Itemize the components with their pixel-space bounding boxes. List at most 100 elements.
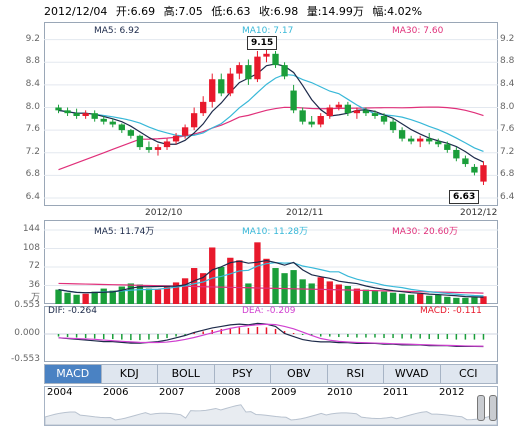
candle-body	[100, 118, 107, 122]
macd-y-tick: -0.553	[10, 354, 40, 364]
volume-bar	[272, 268, 279, 304]
candle-body	[272, 53, 279, 66]
volume-bar	[417, 293, 424, 304]
vol-ma10-label: MA10: 11.28万	[242, 227, 309, 237]
dif-label: DIF: -0.264	[48, 306, 97, 316]
candle-body	[353, 110, 361, 114]
x-tick-dec: 2012/12	[460, 208, 498, 218]
candle-body	[344, 104, 352, 114]
dea-label: DEA: -0.209	[242, 306, 296, 316]
volume-chart[interactable]	[44, 220, 498, 304]
vol-ma10-line	[58, 262, 484, 297]
volume-bar	[308, 283, 315, 304]
volume-bar	[389, 292, 397, 304]
quote-date: 2012/12/04	[44, 5, 108, 18]
tab-rsi[interactable]: RSI	[328, 365, 384, 383]
tab-wvad[interactable]: WVAD	[384, 365, 441, 383]
candle-body	[127, 130, 135, 136]
candle-body	[480, 165, 487, 182]
quote-info-bar: 2012/12/04 开:6.69 高:7.05 低:6.63 收:6.98 量…	[44, 3, 504, 19]
candle-body	[55, 107, 62, 111]
volume-bar	[398, 293, 406, 304]
volume-bar	[371, 290, 379, 304]
ma10-line	[58, 73, 484, 153]
navigator-right-handle[interactable]	[489, 395, 497, 421]
navigator-year-label: 2006	[103, 387, 129, 398]
indicator-tab-strip: MACD KDJ BOLL PSY OBV RSI WVAD CCI	[44, 364, 498, 384]
tab-cci[interactable]: CCI	[441, 365, 497, 383]
candle-body	[407, 138, 415, 142]
tab-kdj[interactable]: KDJ	[102, 365, 158, 383]
volume-bar	[100, 288, 107, 304]
quote-close: 收:6.98	[259, 5, 299, 18]
tab-macd[interactable]: MACD	[45, 365, 102, 383]
candle-body	[290, 90, 297, 111]
navigator-year-label: 2004	[47, 387, 73, 398]
volume-bar	[444, 296, 451, 304]
volume-bar	[380, 291, 388, 304]
price-panel[interactable]	[44, 22, 498, 206]
candle-body	[109, 121, 116, 125]
macd-label: MACD: -0.111	[420, 306, 482, 316]
price-y-tick-left: 8.8	[25, 56, 40, 67]
navigator-sparkline	[45, 404, 497, 425]
volume-panel[interactable]	[44, 220, 498, 304]
candle-body	[308, 121, 315, 125]
macd-chart[interactable]	[44, 306, 498, 362]
volume-bar	[136, 284, 144, 304]
price-y-tick-right: 8.0	[500, 101, 515, 112]
volume-bar	[82, 293, 89, 304]
volume-bar	[200, 273, 207, 304]
candle-body	[335, 104, 342, 108]
ma5-label: MA5: 6.92	[94, 26, 140, 36]
volume-bar	[154, 289, 162, 304]
candle-body	[91, 113, 98, 119]
candle-body	[190, 113, 198, 128]
navigator-year-label: 2007	[159, 387, 185, 398]
low-callout: 6.63	[449, 190, 480, 204]
candle-body	[398, 130, 406, 139]
time-navigator[interactable]: 2004 2006 2007 2008 2009 2010 2011 2012	[44, 386, 498, 426]
volume-bar	[127, 283, 135, 304]
price-y-tick-right: 8.8	[500, 56, 515, 67]
candle-body	[254, 56, 261, 80]
ma5-line	[58, 63, 484, 163]
volume-bar	[462, 297, 469, 304]
price-y-tick-left: 7.6	[25, 124, 40, 135]
price-chart[interactable]	[44, 22, 498, 206]
candle-body	[163, 141, 171, 148]
volume-bar	[227, 257, 234, 304]
candle-body	[263, 53, 270, 57]
dea-line	[58, 323, 484, 347]
volume-bar	[407, 294, 415, 304]
volume-bar	[317, 277, 324, 304]
volume-bar	[91, 291, 98, 304]
candle-body	[200, 101, 207, 114]
tab-boll[interactable]: BOLL	[158, 365, 215, 383]
tab-psy[interactable]: PSY	[215, 365, 271, 383]
candle-body	[227, 73, 234, 94]
price-y-tick-left: 6.4	[25, 192, 40, 202]
quote-volume: 量:14.99万	[306, 5, 364, 18]
candle-body	[281, 65, 288, 77]
ma10-label: MA10: 7.17	[242, 26, 294, 36]
candle-body	[136, 135, 144, 148]
navigator-left-handle[interactable]	[477, 395, 485, 421]
candle-body	[435, 141, 442, 145]
volume-bar	[236, 260, 243, 304]
volume-y-tick: 72	[28, 261, 40, 271]
volume-bar	[245, 283, 252, 304]
volume-y-tick: 108	[22, 242, 40, 253]
price-y-tick-left: 8.0	[25, 101, 40, 112]
volume-bar	[109, 290, 116, 304]
vol-ma30-label: MA30: 20.60万	[392, 227, 459, 237]
volume-y-tick: 144	[22, 224, 40, 234]
candle-body	[326, 107, 333, 116]
volume-bar	[64, 292, 71, 304]
price-y-tick-right: 6.8	[500, 169, 515, 180]
candle-body	[444, 144, 451, 150]
tab-obv[interactable]: OBV	[271, 365, 328, 383]
navigator-year-label: 2008	[215, 387, 241, 398]
navigator-year-label: 2012	[439, 387, 465, 398]
ma30-line	[58, 106, 484, 171]
